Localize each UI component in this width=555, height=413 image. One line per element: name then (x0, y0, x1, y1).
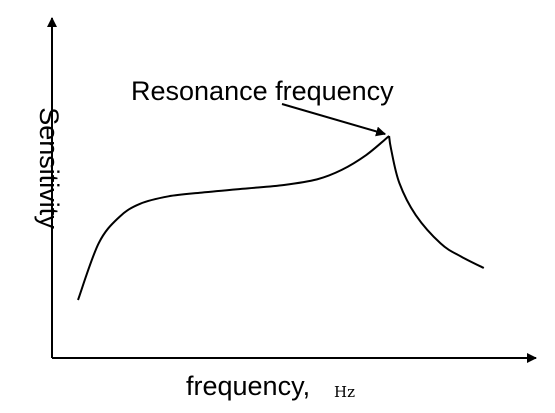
resonance-annotation-label: Resonance frequency (131, 76, 394, 106)
sensitivity-curve (77, 135, 485, 301)
x-axis-unit: Hz (334, 383, 355, 401)
resonance-annotation-arrow (281, 103, 387, 137)
x-axis-label: frequency, (186, 371, 310, 401)
y-axis-label: Sensitivity (34, 107, 64, 229)
